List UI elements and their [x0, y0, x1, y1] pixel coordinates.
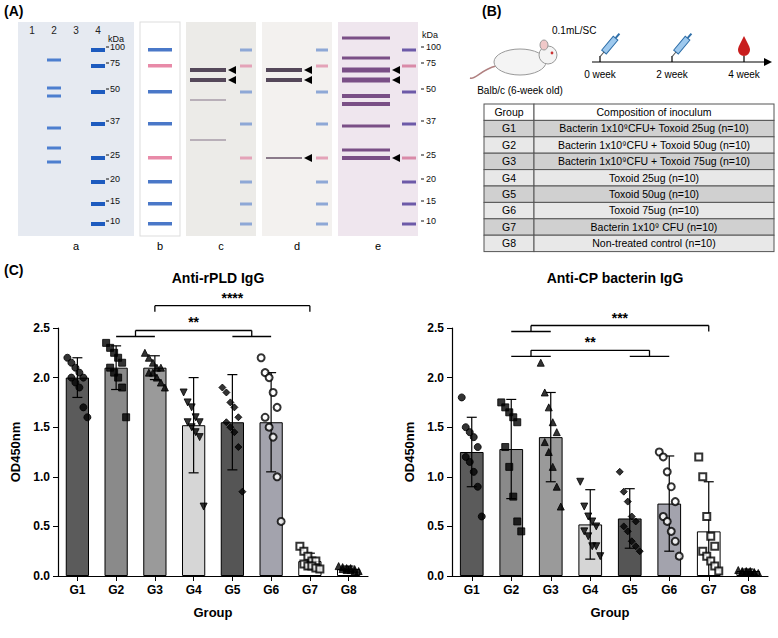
svg-text:G8: G8	[740, 583, 756, 597]
svg-text:2: 2	[51, 25, 57, 36]
svg-text:Balb/c (6-week old): Balb/c (6-week old)	[477, 85, 563, 96]
svg-text:G3: G3	[502, 155, 516, 167]
svg-text:OD450nm: OD450nm	[8, 422, 23, 483]
svg-text:Bacterin 1x10⁹CFU + Toxoid 75u: Bacterin 1x10⁹CFU + Toxoid 75ug (n=10)	[558, 155, 750, 167]
svg-text:G5: G5	[224, 583, 240, 597]
svg-text:G2: G2	[503, 583, 519, 597]
svg-text:2.0: 2.0	[427, 371, 444, 385]
svg-text:b: b	[157, 240, 163, 252]
svg-text:0.5: 0.5	[427, 519, 444, 533]
svg-text:0.1mL/SC: 0.1mL/SC	[552, 25, 596, 36]
svg-text:25: 25	[426, 150, 436, 160]
svg-text:Composition of inoculum: Composition of inoculum	[597, 106, 712, 118]
svg-text:100: 100	[426, 42, 441, 52]
svg-text:****: ****	[221, 290, 243, 306]
svg-text:Bacterin 1x10⁹CFU+ Toxoid 25ug: Bacterin 1x10⁹CFU+ Toxoid 25ug (n=10)	[559, 122, 748, 134]
svg-text:Anti-CP bacterin IgG: Anti-CP bacterin IgG	[547, 270, 684, 286]
svg-text:50: 50	[426, 84, 436, 94]
svg-text:e: e	[375, 240, 381, 252]
svg-text:0.5: 0.5	[33, 519, 50, 533]
svg-text:G8: G8	[502, 237, 516, 249]
svg-text:**: **	[585, 334, 596, 350]
svg-text:d: d	[294, 240, 300, 252]
svg-text:1: 1	[29, 25, 35, 36]
svg-text:2 week: 2 week	[656, 69, 689, 80]
svg-text:G2: G2	[502, 139, 516, 151]
svg-text:Toxoid 75ug (n=10): Toxoid 75ug (n=10)	[609, 204, 699, 216]
svg-text:G1: G1	[69, 583, 85, 597]
svg-text:(A): (A)	[4, 3, 23, 19]
svg-text:25: 25	[110, 150, 120, 160]
svg-text:kDa: kDa	[422, 30, 438, 40]
svg-text:0 week: 0 week	[584, 69, 617, 80]
svg-text:10: 10	[110, 216, 120, 226]
svg-text:37: 37	[110, 116, 120, 126]
svg-text:G2: G2	[108, 583, 124, 597]
svg-text:Anti-rPLD IgG: Anti-rPLD IgG	[172, 270, 265, 286]
svg-text:1.0: 1.0	[427, 470, 444, 484]
svg-text:G4: G4	[502, 172, 516, 184]
svg-text:G7: G7	[701, 583, 717, 597]
svg-text:G6: G6	[661, 583, 677, 597]
svg-text:c: c	[218, 240, 224, 252]
svg-text:15: 15	[110, 196, 120, 206]
svg-text:2.0: 2.0	[33, 371, 50, 385]
svg-text:100: 100	[110, 42, 125, 52]
svg-text:50: 50	[110, 84, 120, 94]
svg-text:G5: G5	[622, 583, 638, 597]
svg-text:kDa: kDa	[108, 34, 124, 44]
svg-text:1.5: 1.5	[427, 420, 444, 434]
svg-text:20: 20	[426, 174, 436, 184]
svg-text:2.5: 2.5	[427, 321, 444, 335]
svg-text:G4: G4	[186, 583, 202, 597]
svg-text:a: a	[73, 240, 80, 252]
svg-text:75: 75	[110, 58, 120, 68]
svg-text:***: ***	[612, 310, 629, 326]
svg-text:G5: G5	[502, 188, 516, 200]
svg-text:G3: G3	[147, 583, 163, 597]
svg-text:0.0: 0.0	[33, 569, 50, 583]
svg-text:4 week: 4 week	[728, 69, 761, 80]
svg-text:G4: G4	[582, 583, 598, 597]
svg-text:75: 75	[426, 58, 436, 68]
svg-text:3: 3	[73, 25, 79, 36]
svg-text:G3: G3	[543, 583, 559, 597]
svg-text:(B): (B)	[482, 3, 501, 19]
svg-text:G7: G7	[502, 221, 516, 233]
svg-text:20: 20	[110, 174, 120, 184]
svg-text:Bacterin 1x10⁹ CFU (n=10): Bacterin 1x10⁹ CFU (n=10)	[591, 221, 718, 233]
svg-text:G1: G1	[464, 583, 480, 597]
svg-text:0.0: 0.0	[427, 569, 444, 583]
svg-text:OD450nm: OD450nm	[402, 422, 417, 483]
svg-text:Group: Group	[194, 605, 233, 620]
svg-text:Toxoid 25ug (n=10): Toxoid 25ug (n=10)	[609, 172, 699, 184]
svg-text:**: **	[188, 314, 199, 330]
svg-text:10: 10	[426, 216, 436, 226]
svg-text:Group: Group	[494, 106, 523, 118]
html-text:(C): (C)	[4, 262, 24, 278]
svg-text:1.5: 1.5	[33, 420, 50, 434]
svg-text:G1: G1	[502, 122, 516, 134]
svg-text:G8: G8	[341, 583, 357, 597]
svg-text:2.5: 2.5	[33, 321, 50, 335]
svg-text:Bacterin 1x10⁹CFU + Toxoid 50u: Bacterin 1x10⁹CFU + Toxoid 50ug (n=10)	[558, 139, 750, 151]
svg-text:1.0: 1.0	[33, 470, 50, 484]
svg-text:4: 4	[95, 25, 101, 36]
svg-text:G6: G6	[263, 583, 279, 597]
svg-text:Group: Group	[591, 605, 630, 620]
svg-text:Toxoid 50ug (n=10): Toxoid 50ug (n=10)	[609, 188, 699, 200]
svg-text:Non-treated control (n=10): Non-treated control (n=10)	[592, 237, 715, 249]
svg-text:37: 37	[426, 116, 436, 126]
svg-text:15: 15	[426, 196, 436, 206]
svg-text:G6: G6	[502, 204, 516, 216]
svg-text:G7: G7	[302, 583, 318, 597]
